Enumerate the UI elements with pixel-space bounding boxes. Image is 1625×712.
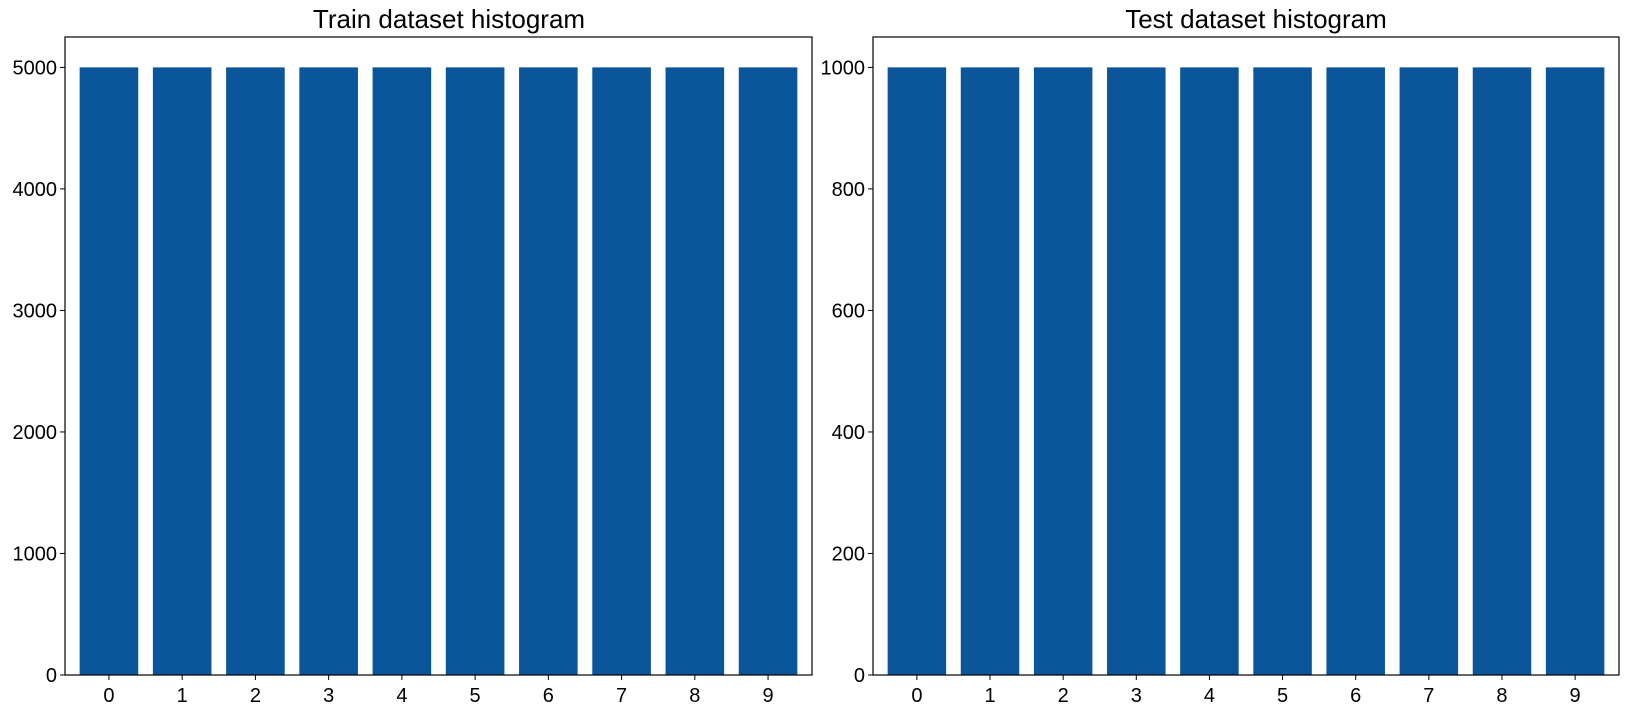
train-y-tick-label: 1000 xyxy=(13,543,58,565)
test-bar-9 xyxy=(1545,67,1605,675)
train-bar-8 xyxy=(665,67,725,675)
test-bar-1 xyxy=(960,67,1020,675)
train-y-tick-label: 4000 xyxy=(13,179,58,201)
test-x-tick-label: 8 xyxy=(1496,685,1507,707)
test-y-tick-label: 0 xyxy=(854,665,865,687)
train-x-tick-label: 6 xyxy=(543,685,554,707)
test-x-tick-label: 6 xyxy=(1350,685,1361,707)
train-x-tick-label: 8 xyxy=(689,685,700,707)
train-x-tick-label: 4 xyxy=(396,685,407,707)
test-bar-3 xyxy=(1107,67,1166,675)
train-bar-5 xyxy=(445,67,505,675)
train-y-tick-label: 3000 xyxy=(13,300,58,322)
train-bar-9 xyxy=(738,67,798,675)
test-chart-title: Test dataset histogram xyxy=(1125,4,1387,34)
test-x-tick-label: 0 xyxy=(911,685,922,707)
test-y-tick-label: 200 xyxy=(832,543,865,565)
train-y-tick-label: 5000 xyxy=(13,57,58,79)
train-x-tick-label: 1 xyxy=(177,685,188,707)
test-x-tick-label: 5 xyxy=(1277,685,1288,707)
test-x-tick-label: 1 xyxy=(984,685,995,707)
test-y-tick-label: 800 xyxy=(832,179,865,201)
train-bar-0 xyxy=(79,67,139,675)
test-bar-4 xyxy=(1180,67,1239,675)
train-bar-1 xyxy=(152,67,212,675)
test-bar-7 xyxy=(1399,67,1459,675)
test-x-tick-label: 9 xyxy=(1570,685,1581,707)
train-x-tick-label: 9 xyxy=(762,685,773,707)
test-x-tick-label: 4 xyxy=(1204,685,1215,707)
train-bar-6 xyxy=(519,67,578,675)
test-bar-2 xyxy=(1033,67,1093,675)
test-bar-6 xyxy=(1326,67,1385,675)
train-x-tick-label: 5 xyxy=(470,685,481,707)
train-bar-2 xyxy=(226,67,285,675)
train-bar-4 xyxy=(372,67,432,675)
test-bar-8 xyxy=(1472,67,1532,675)
test-bar-0 xyxy=(887,67,947,675)
test-bar-5 xyxy=(1253,67,1312,675)
train-bar-3 xyxy=(299,67,358,675)
train-axes-frame xyxy=(64,36,813,676)
train-histogram-panel: Train dataset histogram 0 1 2 3 4 5 6 7 8 9 0 1000 2… xyxy=(13,4,813,707)
train-x-tick-label: 2 xyxy=(250,685,261,707)
train-x-tick-label: 0 xyxy=(103,685,114,707)
train-chart-title: Train dataset histogram xyxy=(313,4,585,34)
test-y-tick-label: 1000 xyxy=(821,57,866,79)
train-bar-7 xyxy=(592,67,651,675)
test-y-tick-label: 400 xyxy=(832,422,865,444)
test-y-tick-label: 600 xyxy=(832,300,865,322)
test-x-tick-label: 2 xyxy=(1058,685,1069,707)
train-y-tick-label: 0 xyxy=(46,665,57,687)
test-axes-frame xyxy=(872,36,1620,676)
train-x-tick-label: 3 xyxy=(323,685,334,707)
train-x-tick-label: 7 xyxy=(616,685,627,707)
test-x-tick-label: 3 xyxy=(1131,685,1142,707)
train-y-tick-label: 2000 xyxy=(13,422,58,444)
test-histogram-panel: Test dataset histogram 0 1 2 3 4 5 6 7 8 9 0 200 400… xyxy=(821,4,1620,707)
test-x-tick-label: 7 xyxy=(1423,685,1434,707)
